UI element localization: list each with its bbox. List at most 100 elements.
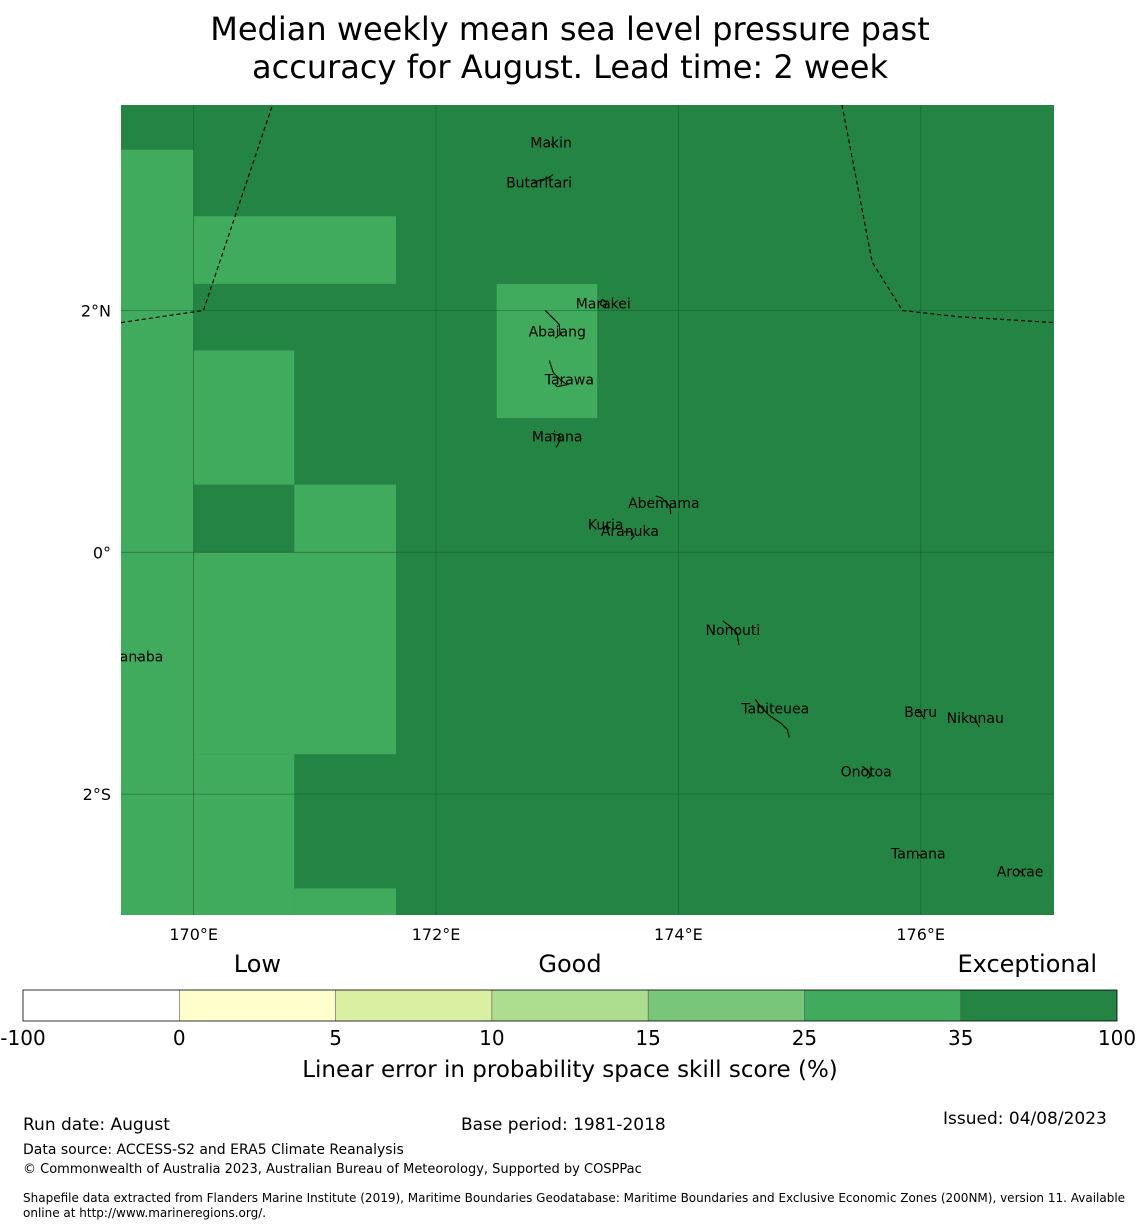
- colorbar-bin: [23, 990, 180, 1021]
- island-label-abaiang: Abaiang: [529, 324, 586, 340]
- island-abemama-group: Abemama: [628, 495, 700, 515]
- colorbar-tick-label: 15: [635, 1026, 660, 1050]
- colorbar-bin: [179, 990, 336, 1021]
- island-abaiang-group: Abaiang: [529, 309, 586, 340]
- legend-category-low: Low: [234, 950, 281, 978]
- island-tabiteuea-outline: [754, 699, 790, 738]
- island-beru-outline: [916, 708, 926, 720]
- colorbar-tick-label: 10: [479, 1026, 504, 1050]
- data-source: Data source: ACCESS-S2 and ERA5 Climate …: [23, 1142, 404, 1158]
- longitude-tick-label: 172°E: [412, 925, 461, 944]
- island-marakei-group: Marakei: [576, 296, 631, 312]
- skill-cell: [121, 149, 194, 915]
- colorbar-tick-label: 0: [173, 1026, 186, 1050]
- base-period: Base period: 1981-2018: [461, 1115, 666, 1135]
- colorbar-tick-label: 100: [1098, 1026, 1136, 1050]
- title-line-2: accuracy for August. Lead time: 2 week: [252, 48, 888, 86]
- colorbar-bin: [335, 990, 492, 1021]
- island-abaiang-outline: [544, 309, 561, 339]
- copyright-notice: © Commonwealth of Australia 2023, Austra…: [23, 1162, 642, 1177]
- island-arorae-group: Arorae: [997, 865, 1044, 881]
- colorbar-bin: [960, 990, 1117, 1021]
- map-clipped-content: Makin Butaritari Marakei Abaiang Tarawa Maian…: [110, 105, 1054, 915]
- island-tarawa-outline: [548, 360, 569, 388]
- island-kuria-outline: [605, 525, 611, 531]
- shapefile-credit-line-1: Shapefile data extracted from Flanders M…: [23, 1191, 1126, 1205]
- map-title: Median weekly mean sea level pressure pa…: [0, 10, 1140, 86]
- eez-boundary-line: [841, 105, 1054, 324]
- island-banaba-group: Banaba: [110, 649, 163, 665]
- island-nikunau-group: Nikunau: [947, 711, 1004, 728]
- island-label-marakei: Marakei: [576, 296, 631, 312]
- colorbar-tick-label: -100: [0, 1026, 45, 1050]
- island-makin-outline: [550, 143, 555, 149]
- island-nonouti-outline: [722, 620, 740, 645]
- island-maiana-outline: [551, 432, 561, 448]
- eez-boundary-line: [121, 105, 274, 324]
- island-banaba-outline: [136, 657, 140, 659]
- island-tamana-outline: [918, 854, 921, 857]
- colorbar-outline: [22, 989, 1118, 1022]
- island-beru-group: Beru: [904, 705, 937, 721]
- island-tarawa-group: Tarawa: [544, 360, 594, 389]
- island-maiana-group: Maiana: [532, 429, 583, 448]
- skill-cell: [193, 754, 295, 915]
- skill-cell: [294, 484, 397, 553]
- island-butaritari-group: Butaritari: [506, 174, 572, 192]
- colorbar-axis-label: Linear error in probability space skill …: [302, 1057, 838, 1083]
- island-label-butaritari: Butaritari: [506, 176, 572, 192]
- island-nonouti-group: Nonouti: [706, 620, 761, 645]
- colorbar-tick-label: 25: [792, 1026, 817, 1050]
- island-label-onotoa: Onotoa: [841, 764, 892, 780]
- island-onotoa-group: Onotoa: [841, 764, 892, 780]
- colorbar-tick-label: 35: [948, 1026, 973, 1050]
- colorbar-bin: [648, 990, 805, 1021]
- latitude-tick-label: 2°N: [81, 302, 111, 321]
- latitude-tick-label: 2°S: [83, 785, 111, 804]
- island-marakei-outline: [599, 298, 607, 309]
- island-label-tarawa: Tarawa: [544, 373, 594, 389]
- island-abemama-outline: [655, 495, 672, 515]
- issued-date: Issued: 04/08/2023: [943, 1109, 1107, 1129]
- shapefile-credit-line-2: online at http://www.marineregions.org/.: [23, 1206, 267, 1220]
- island-butaritari-outline: [530, 174, 554, 185]
- colorbar-legend: -100 0 5 10 15 25 35 100 Low Good Exceptional Linea…: [0, 950, 1136, 1083]
- skill-cell: [193, 552, 397, 755]
- latitude-tick-label: 0°: [93, 543, 111, 562]
- island-label-banaba: Banaba: [110, 649, 163, 665]
- island-label-nikunau: Nikunau: [947, 711, 1004, 727]
- longitude-tick-label: 176°E: [896, 925, 945, 944]
- skill-cell: [496, 283, 598, 419]
- island-arorae-outline: [1015, 868, 1026, 878]
- island-onotoa-outline: [861, 765, 871, 779]
- island-makin-group: Makin: [530, 136, 572, 152]
- longitude-tick-label: 174°E: [654, 925, 703, 944]
- skill-cell: [193, 350, 295, 485]
- island-label-tamana: Tamana: [890, 847, 945, 863]
- colorbar-tick-label: 5: [329, 1026, 342, 1050]
- legend-category-exceptional: Exceptional: [958, 950, 1098, 978]
- colorbar-bin: [491, 990, 649, 1021]
- island-label-beru: Beru: [904, 705, 937, 721]
- island-label-makin: Makin: [530, 136, 572, 152]
- island-tamana-group: Tamana: [890, 847, 945, 863]
- skill-map: Makin Butaritari Marakei Abaiang Tarawa Maian…: [81, 105, 1054, 944]
- island-label-abemama: Abemama: [628, 496, 700, 512]
- skill-cell: [294, 888, 397, 915]
- island-tabiteuea-group: Tabiteuea: [740, 699, 809, 738]
- island-label-maiana: Maiana: [532, 429, 583, 445]
- island-kuria-group: Kuria: [588, 518, 624, 534]
- map-figure: Makin Butaritari Marakei Abaiang Tarawa Maian…: [0, 105, 1136, 1083]
- island-label-kuria: Kuria: [588, 518, 624, 534]
- island-label-arorae: Arorae: [997, 865, 1044, 881]
- island-label-tabiteuea: Tabiteuea: [740, 701, 809, 717]
- island-aranuka-outline: [623, 531, 635, 541]
- legend-category-good: Good: [538, 950, 601, 978]
- island-aranuka-group: Aranuka: [601, 524, 659, 541]
- title-line-1: Median weekly mean sea level pressure pa…: [210, 10, 930, 48]
- colorbar-bin: [804, 990, 961, 1021]
- skill-cell: [193, 216, 397, 284]
- island-label-nonouti: Nonouti: [706, 623, 761, 639]
- longitude-tick-label: 170°E: [169, 925, 218, 944]
- run-date: Run date: August: [23, 1115, 170, 1135]
